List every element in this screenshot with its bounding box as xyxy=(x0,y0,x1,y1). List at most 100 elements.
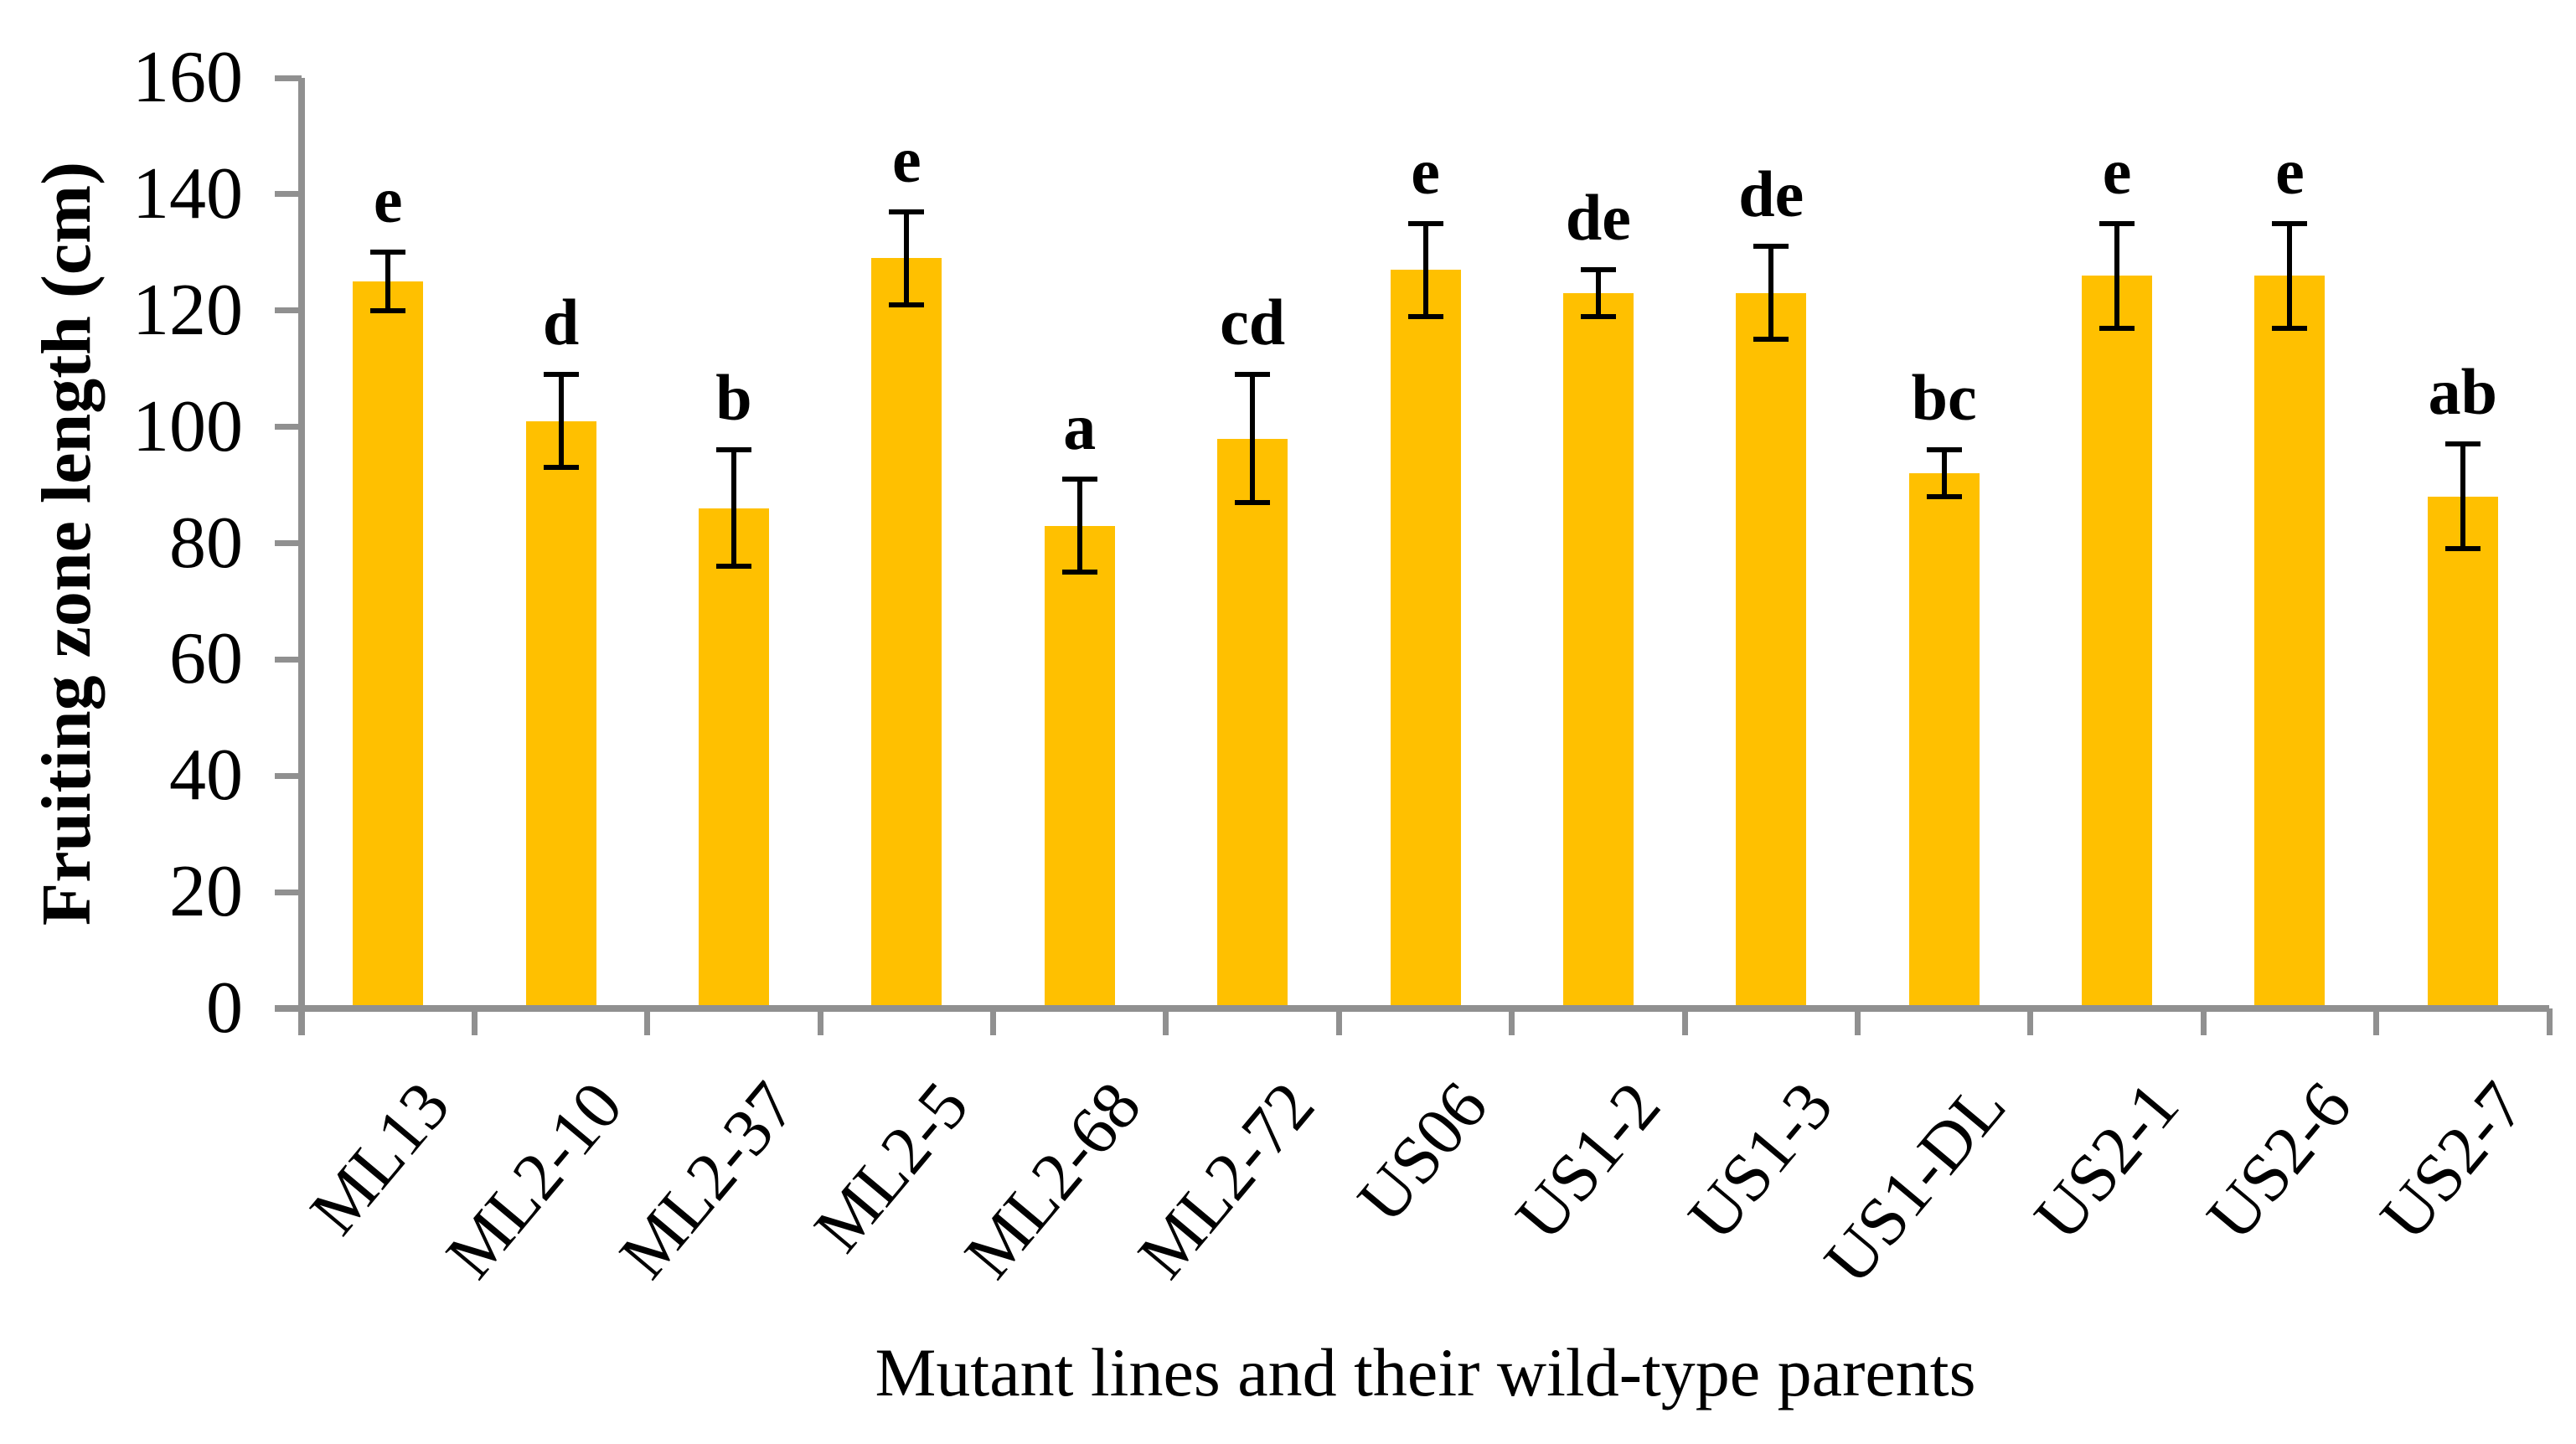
error-bar-top-cap xyxy=(1407,220,1443,226)
y-tick xyxy=(275,772,302,779)
error-bar-top-cap xyxy=(1580,267,1616,273)
y-tick-label: 20 xyxy=(169,851,243,933)
x-tick xyxy=(471,1008,478,1035)
x-tick xyxy=(2200,1008,2207,1035)
x-category-label: ML13 xyxy=(295,1067,465,1249)
y-tick xyxy=(275,75,302,81)
x-tick xyxy=(1335,1008,1342,1035)
x-tick xyxy=(2027,1008,2034,1035)
x-tick xyxy=(2373,1008,2380,1035)
significance-letter: de xyxy=(1738,157,1804,231)
significance-letter: cd xyxy=(1220,286,1286,359)
significance-letter: e xyxy=(1411,134,1440,208)
error-bar-top-cap xyxy=(1061,477,1097,482)
error-bar-bottom-cap xyxy=(2099,325,2135,331)
bar-US2-1 xyxy=(2082,276,2153,1008)
x-tick xyxy=(1163,1008,1169,1035)
bar-ML2-72 xyxy=(1217,438,1288,1008)
bar-US06 xyxy=(1390,270,1461,1008)
error-bar-line xyxy=(730,450,736,567)
x-tick xyxy=(817,1008,823,1035)
error-bar-bottom-cap xyxy=(1407,313,1443,319)
bar-ML2-37 xyxy=(698,508,769,1008)
y-tick xyxy=(275,889,302,895)
y-tick xyxy=(275,424,302,431)
x-tick xyxy=(2546,1008,2553,1035)
y-tick-label: 0 xyxy=(206,967,243,1049)
error-bar-line xyxy=(1250,374,1256,503)
significance-letter: d xyxy=(542,286,580,359)
error-bar-bottom-cap xyxy=(2444,546,2480,552)
error-bar-line xyxy=(385,252,391,311)
error-bar-bottom-cap xyxy=(2272,325,2308,331)
x-category-label: ML2-37 xyxy=(604,1067,810,1292)
error-bar-bottom-cap xyxy=(543,465,579,471)
error-bar-top-cap xyxy=(1753,244,1789,250)
y-tick-label: 100 xyxy=(132,385,243,467)
significance-letter: b xyxy=(715,361,752,435)
x-category-label: US1-DL xyxy=(1809,1067,2021,1298)
bar-US1-3 xyxy=(1736,292,1807,1008)
x-category-label: US1-2 xyxy=(1500,1067,1675,1255)
error-bar-top-cap xyxy=(2444,441,2480,447)
x-tick xyxy=(1681,1008,1688,1035)
error-bar-top-cap xyxy=(715,447,751,453)
x-category-label: US2-1 xyxy=(2019,1067,2193,1255)
error-bar-bottom-cap xyxy=(889,302,925,307)
error-bar-bottom-cap xyxy=(1580,313,1616,319)
y-tick xyxy=(275,540,302,546)
x-category-label: US2-6 xyxy=(2191,1067,2367,1255)
error-bar-top-cap xyxy=(1926,447,1962,453)
bar-US2-7 xyxy=(2427,496,2498,1008)
error-bar-bottom-cap xyxy=(1061,570,1097,575)
error-bar-line xyxy=(558,374,564,468)
error-bar-bottom-cap xyxy=(370,307,406,313)
x-tick xyxy=(1854,1008,1861,1035)
significance-letter: e xyxy=(373,163,403,237)
error-bar-bottom-cap xyxy=(1926,493,1962,499)
error-bar-top-cap xyxy=(2272,220,2308,226)
error-bar-bottom-cap xyxy=(715,564,751,570)
error-bar-line xyxy=(2287,223,2293,328)
significance-letter: e xyxy=(2275,134,2305,208)
error-bar-line xyxy=(2460,444,2465,549)
x-tick xyxy=(1509,1008,1515,1035)
significance-letter: bc xyxy=(1911,361,1977,435)
y-tick-label: 40 xyxy=(169,735,243,817)
y-tick-label: 120 xyxy=(132,269,243,351)
error-bar-top-cap xyxy=(2099,220,2135,226)
error-bar-top-cap xyxy=(370,250,406,255)
x-category-label: ML2-10 xyxy=(431,1067,638,1292)
significance-letter: e xyxy=(2102,134,2132,208)
y-tick xyxy=(275,307,302,314)
error-bar-top-cap xyxy=(889,209,925,214)
x-category-label: US06 xyxy=(1342,1067,1502,1237)
bar-US1-DL xyxy=(1908,473,1980,1008)
y-axis-line xyxy=(298,78,305,1035)
x-tick xyxy=(990,1008,997,1035)
y-tick xyxy=(275,191,302,198)
bar-ML2-5 xyxy=(871,258,942,1008)
y-tick xyxy=(275,656,302,663)
x-category-label: ML2-5 xyxy=(799,1067,983,1266)
error-bar-line xyxy=(904,211,910,305)
x-category-label: US2-7 xyxy=(2365,1067,2539,1255)
significance-letter: e xyxy=(892,122,921,196)
error-bar-bottom-cap xyxy=(1235,499,1271,505)
significance-letter: de xyxy=(1565,181,1631,255)
y-tick-label: 140 xyxy=(132,152,243,235)
significance-letter: ab xyxy=(2428,355,2497,429)
bar-ML2-68 xyxy=(1044,525,1115,1008)
error-bar-line xyxy=(1768,246,1774,340)
error-bar-line xyxy=(2114,223,2120,328)
error-bar-line xyxy=(1076,479,1082,573)
bar-US1-2 xyxy=(1562,292,1634,1008)
error-bar-line xyxy=(1941,450,1947,497)
error-bar-top-cap xyxy=(1235,372,1271,378)
x-axis-title: Mutant lines and their wild-type parents xyxy=(875,1334,1976,1410)
bar-US2-6 xyxy=(2254,276,2326,1008)
y-tick-label: 80 xyxy=(169,502,243,584)
x-tick xyxy=(298,1008,305,1035)
x-category-label: ML2-68 xyxy=(950,1067,1156,1292)
